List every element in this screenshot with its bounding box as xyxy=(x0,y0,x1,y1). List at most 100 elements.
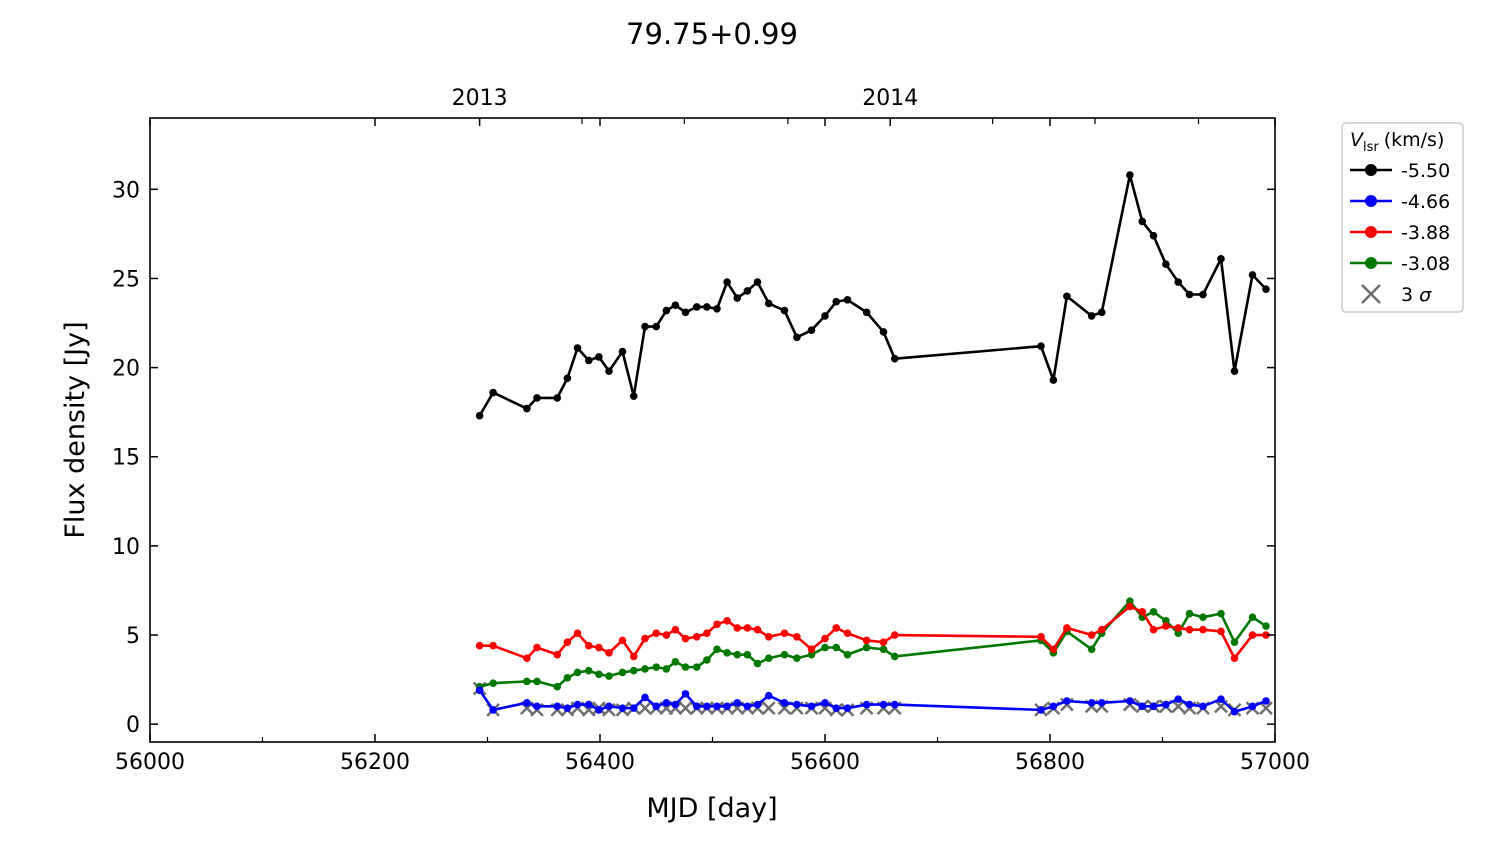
data-point xyxy=(1162,700,1170,709)
data-point xyxy=(1199,702,1207,711)
data-point xyxy=(764,654,773,663)
data-point xyxy=(713,702,721,711)
data-point xyxy=(1037,706,1045,714)
data-point xyxy=(533,702,541,711)
data-point xyxy=(1063,697,1071,705)
legend-title: Vlsr (km/s) xyxy=(1350,129,1444,155)
series-line xyxy=(478,173,1267,417)
data-point xyxy=(1262,697,1270,705)
data-point xyxy=(764,299,773,308)
data-point xyxy=(821,312,829,320)
data-point xyxy=(573,629,582,638)
data-point xyxy=(1049,376,1058,384)
data-point xyxy=(713,304,721,313)
data-point xyxy=(1087,645,1096,654)
legend-label: 3 σ xyxy=(1401,284,1432,306)
data-point xyxy=(753,278,762,286)
data-point xyxy=(1087,698,1096,707)
data-point xyxy=(793,654,801,663)
data-point xyxy=(807,326,816,334)
x-tick-label: 57000 xyxy=(1240,750,1310,775)
series-2 xyxy=(475,686,1270,716)
data-point xyxy=(1174,278,1183,286)
data-point xyxy=(1162,616,1170,625)
data-point xyxy=(662,631,671,639)
data-point xyxy=(681,690,690,698)
data-point xyxy=(821,643,829,652)
data-point xyxy=(1174,695,1183,704)
data-point xyxy=(879,328,888,336)
data-point xyxy=(629,704,638,712)
data-point xyxy=(489,706,497,714)
data-point xyxy=(1149,625,1158,634)
data-point xyxy=(743,287,752,295)
data-point xyxy=(753,659,762,668)
data-point xyxy=(1149,231,1158,240)
data-point xyxy=(475,686,484,695)
legend-label: -3.88 xyxy=(1401,222,1450,244)
data-point xyxy=(713,645,721,654)
series-4 xyxy=(475,597,1270,691)
data-point xyxy=(807,650,816,659)
data-point xyxy=(584,641,593,650)
data-point xyxy=(605,649,613,657)
x-tick-label: 56800 xyxy=(1015,750,1085,775)
data-point xyxy=(1049,645,1058,654)
data-point xyxy=(595,706,603,714)
data-point xyxy=(832,643,841,652)
data-point xyxy=(733,698,742,707)
data-point xyxy=(641,693,649,702)
legend-entry: -5.50 xyxy=(1350,160,1450,182)
data-point xyxy=(764,633,773,641)
data-point xyxy=(553,702,562,711)
series-3 xyxy=(475,602,1270,663)
data-point xyxy=(671,700,680,709)
data-point xyxy=(1217,255,1225,263)
data-point xyxy=(890,631,899,639)
data-point xyxy=(553,650,562,659)
data-point xyxy=(1262,631,1270,639)
data-point xyxy=(1248,613,1257,621)
data-point xyxy=(1248,702,1257,711)
data-point xyxy=(723,278,731,286)
data-point xyxy=(553,394,562,402)
sigma-marker xyxy=(761,701,776,716)
data-point xyxy=(780,629,789,638)
data-point xyxy=(1149,608,1158,616)
data-point xyxy=(652,322,661,331)
sigma-marker xyxy=(1259,701,1273,716)
data-point xyxy=(753,625,762,634)
data-point xyxy=(595,353,603,361)
data-point xyxy=(1230,707,1239,716)
legend-entry: -4.66 xyxy=(1350,191,1450,213)
data-point xyxy=(1126,171,1134,179)
legend-marker xyxy=(1361,284,1381,304)
data-point xyxy=(703,303,711,311)
data-point xyxy=(879,700,888,709)
data-point xyxy=(807,645,816,654)
data-point xyxy=(832,624,841,632)
data-point xyxy=(475,411,484,420)
data-point xyxy=(641,634,649,643)
data-point xyxy=(629,392,638,400)
data-point xyxy=(489,388,497,397)
data-point xyxy=(681,308,690,317)
data-point xyxy=(563,674,572,682)
data-point xyxy=(1185,290,1194,299)
data-point xyxy=(641,322,649,331)
data-point xyxy=(523,404,531,413)
y-tick-label: 25 xyxy=(112,267,140,292)
legend-label: -5.50 xyxy=(1401,160,1450,182)
data-point xyxy=(1126,697,1134,705)
data-point xyxy=(1162,260,1170,268)
data-point xyxy=(733,294,742,302)
data-point xyxy=(1087,312,1096,320)
data-point xyxy=(573,344,582,352)
data-point xyxy=(629,652,638,661)
data-point xyxy=(595,643,603,652)
data-point xyxy=(743,650,752,659)
data-point xyxy=(671,625,680,634)
data-point xyxy=(703,702,711,711)
data-point xyxy=(1230,367,1239,375)
